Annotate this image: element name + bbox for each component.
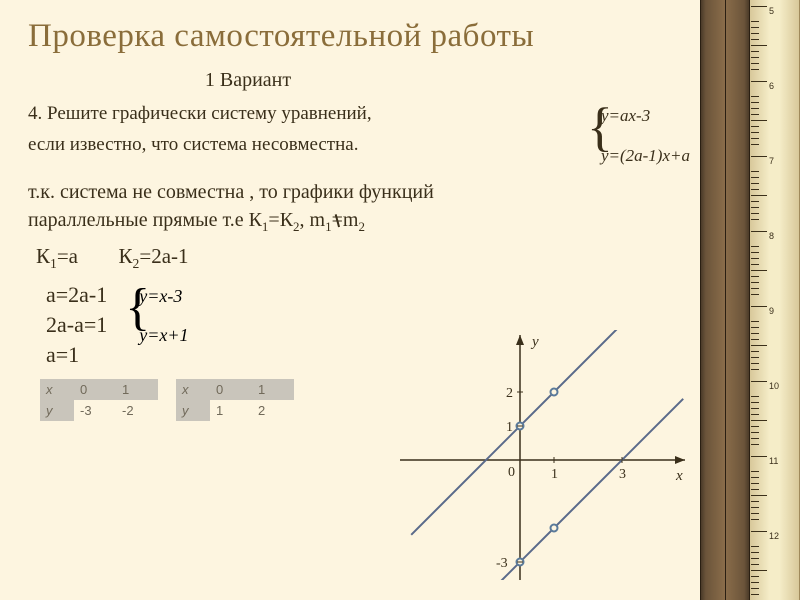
k1-label: К [36, 244, 50, 268]
svg-text:x: x [675, 468, 683, 484]
conclusion-line-1: т.к. система не совместна , то графики ф… [28, 181, 434, 203]
conclusion-2b: =К [268, 209, 293, 231]
svg-text:0: 0 [508, 465, 515, 480]
table-1: x 0 1 y -3 -2 [40, 379, 158, 421]
equation-2: y=(2a-1)x+a [601, 146, 690, 166]
k2-label: К [119, 244, 133, 268]
svg-text:-3: -3 [496, 556, 508, 571]
equation-1: y=ax-3 [601, 106, 690, 126]
table-cell: 1 [252, 379, 294, 400]
task-text: 4. Решите графически систему уравнений, … [28, 98, 567, 161]
task-line-2: если известно, что система несовместна. [28, 134, 358, 155]
algebra-solve: а=2а-1 2а-а=1 а=1 [46, 280, 107, 369]
svg-text:2: 2 [506, 386, 513, 401]
task-number: 4. [28, 103, 42, 124]
table-2: x 0 1 y 1 2 [176, 379, 294, 421]
solve-line-1: а=2а-1 [46, 280, 107, 310]
table-cell: 2 [252, 400, 294, 421]
brace-icon: { [587, 100, 613, 154]
task-line-1: Решите графически систему уравнений, [47, 103, 372, 124]
task-row: 4. Решите графически систему уравнений, … [28, 98, 690, 168]
svg-text:y: y [530, 334, 539, 350]
k-values: К1=а К2=2а-1 [36, 244, 690, 272]
coordinate-chart: yx01312-3 [400, 330, 690, 580]
table-cell: y [40, 400, 74, 421]
page-title: Проверка самостоятельной работы [28, 18, 690, 55]
solve-line-3: а=1 [46, 340, 107, 370]
svg-text:3: 3 [619, 467, 626, 482]
conclusion-2a: параллельные прямые т.е К [28, 209, 262, 231]
table-cell: 1 [210, 400, 252, 421]
table-cell: 0 [210, 379, 252, 400]
table-cell: y [176, 400, 210, 421]
conclusion-text: т.к. система не совместна , то графики ф… [28, 178, 690, 236]
k1-value: =а [57, 244, 78, 268]
variant-label: 1 Вариант [28, 69, 468, 92]
table-cell: x [40, 379, 74, 400]
svg-text:1: 1 [551, 467, 558, 482]
ruler-decoration: 56789101112 [700, 0, 800, 600]
solve-line-2: 2а-а=1 [46, 310, 107, 340]
brace-icon: { [125, 282, 150, 334]
table-cell: x [176, 379, 210, 400]
table-cell: 1 [116, 379, 158, 400]
table-cell: 0 [74, 379, 116, 400]
conclusion-2c: , m [300, 209, 326, 231]
equation-system-2: { y=x-3 y=x+1 [125, 286, 188, 346]
conclusion-2d: m [343, 209, 359, 231]
k2-value: =2а-1 [139, 244, 188, 268]
table-cell: -3 [74, 400, 116, 421]
table-cell: -2 [116, 400, 158, 421]
equation-system-1: { y=ax-3 y=(2a-1)x+a [587, 104, 690, 168]
